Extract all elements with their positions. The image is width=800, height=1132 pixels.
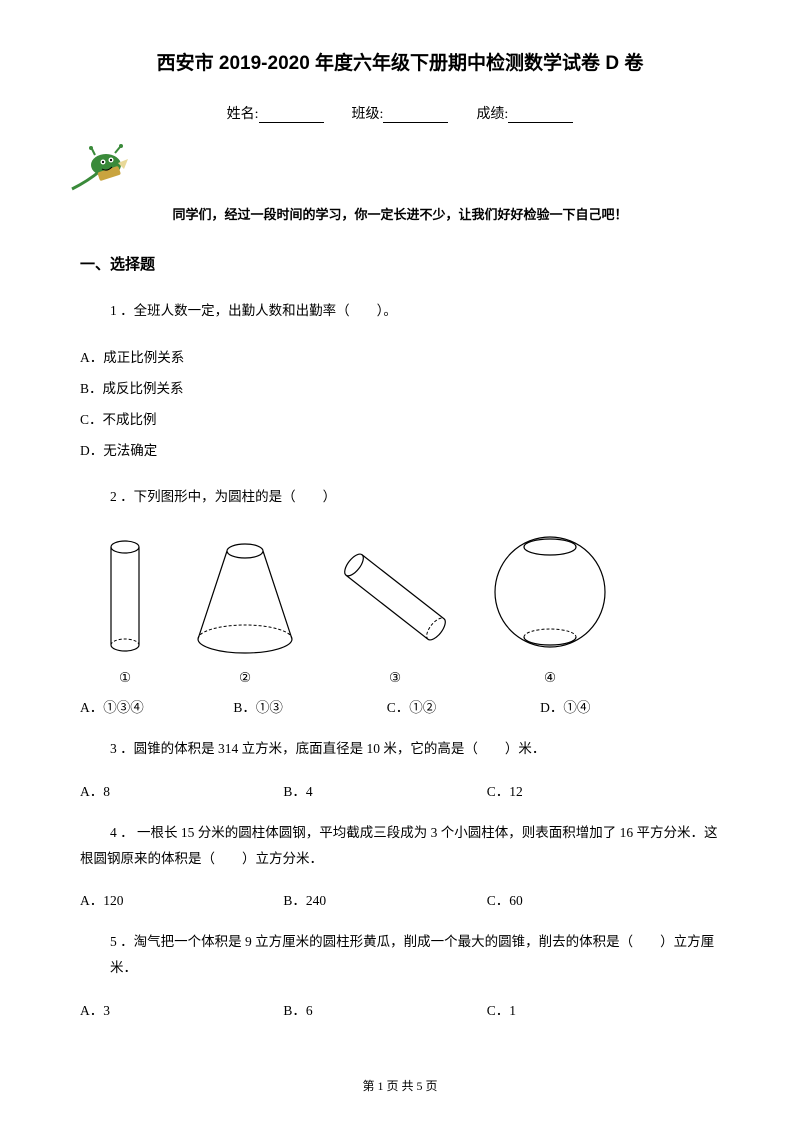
q2-option-b: B．①③ [233,696,383,716]
exam-title: 西安市 2019-2020 年度六年级下册期中检测数学试卷 D 卷 [80,48,720,75]
q3-option-c: C．12 [487,780,687,800]
q5-option-a: A．3 [80,999,280,1019]
q3-option-a: A．8 [80,780,280,800]
q4-option-c: C．60 [487,889,687,909]
score-blank [508,109,573,123]
q1-option-c: C．不成比例 [80,404,720,435]
section-heading: 一、选择题 [80,253,720,274]
q2-options: A．①③④ B．①③ C．①② D．①④ [80,696,720,716]
q4-option-a: A．120 [80,889,280,909]
shape-2-label: ② [190,670,300,686]
q1-option-d: D．无法确定 [80,435,720,466]
score-label: 成绩: [476,107,508,122]
encouragement-note: 同学们，经过一段时间的学习，你一定长进不少，让我们好好检验一下自己吧！ [80,204,720,223]
q5-option-c: C．1 [487,999,687,1019]
name-label: 姓名: [227,107,259,122]
shape-1: ① [100,537,150,686]
shape-1-label: ① [100,670,150,686]
shape-3: ③ [340,537,450,686]
student-info-row: 姓名: 班级: 成绩: [80,103,720,123]
name-blank [259,109,324,123]
class-blank [383,109,448,123]
shape-4-label: ④ [490,670,610,686]
page-footer: 第 1 页 共 5 页 [0,1077,800,1094]
q3-text: 3 ．圆锥的体积是 314 立方米，底面直径是 10 米，它的高是（ ）米． [110,736,720,762]
q2-option-a: A．①③④ [80,696,230,716]
q2-shapes: ① ② ③ ④ [100,527,720,686]
shape-4: ④ [490,527,610,686]
q1-option-b: B．成反比例关系 [80,373,720,404]
pencil-icon [70,141,720,198]
q5-options: A．3 B．6 C．1 [80,999,720,1019]
q2-text: 2 ．下列图形中，为圆柱的是（ ） [110,484,720,510]
q4-option-b: B．240 [283,889,483,909]
q3-options: A．8 B．4 C．12 [80,780,720,800]
q1-option-a: A．成正比例关系 [80,342,720,373]
q4-options: A．120 B．240 C．60 [80,889,720,909]
q5-option-b: B．6 [283,999,483,1019]
shape-3-label: ③ [340,670,450,686]
q2-option-c: C．①② [387,696,537,716]
q5-text: 5 ．淘气把一个体积是 9 立方厘米的圆柱形黄瓜，削成一个最大的圆锥，削去的体积… [110,929,720,980]
q3-option-b: B．4 [283,780,483,800]
q2-option-d: D．①④ [540,696,690,716]
class-label: 班级: [352,107,384,122]
q1-options: A．成正比例关系 B．成反比例关系 C．不成比例 D．无法确定 [80,342,720,466]
q4-text: 4 ． 一根长 15 分米的圆柱体圆钢，平均截成三段成为 3 个小圆柱体，则表面… [80,820,720,871]
q1-text: 1 ．全班人数一定，出勤人数和出勤率（ ）。 [110,298,720,324]
shape-2: ② [190,537,300,686]
